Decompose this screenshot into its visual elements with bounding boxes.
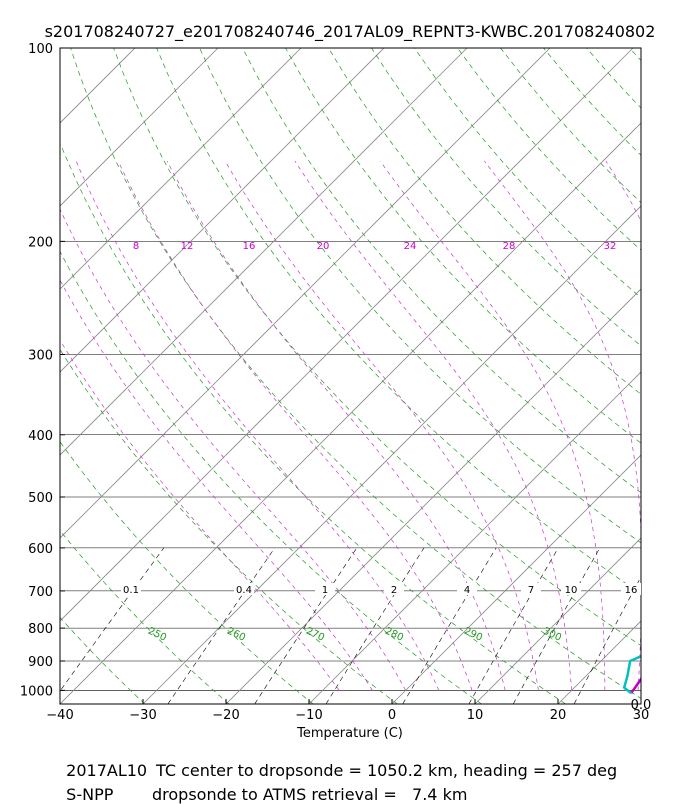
mixing-ratio-label: 1: [322, 585, 328, 596]
moist-adiabat-label: 8: [133, 241, 139, 252]
satellite-name: S-NPP: [66, 785, 113, 804]
retrieval-text: dropsonde to ATMS retrieval = 7.4 km: [152, 785, 467, 804]
y-tick-label: 800: [28, 622, 53, 637]
moist-adiabat-label: 32: [604, 241, 617, 252]
isotherm-line: [475, 48, 700, 704]
chart-title: s201708240727_e201708240746_2017AL09_REP…: [45, 22, 656, 42]
y-tick-label: 600: [28, 542, 53, 557]
y-tick-label: 400: [28, 429, 53, 444]
isotherm-line: [0, 48, 135, 704]
dry-adiabat-line: [372, 48, 700, 704]
x-tick-label: −30: [129, 708, 156, 723]
moist-adiabat-label: 24: [404, 241, 417, 252]
moist-adiabat-label: 20: [317, 241, 330, 252]
isotherm-line: [60, 48, 700, 704]
dry-adiabat-line: [71, 48, 650, 704]
dry-adiabat-line: [200, 48, 700, 704]
y-tick-label: 1000: [20, 684, 53, 699]
y-tick-label: 200: [28, 235, 53, 250]
dry-adiabat-line: [0, 48, 229, 704]
dry-adiabat-line: [0, 48, 145, 704]
isotherm-line: [0, 48, 52, 704]
dry-adiabat-line: [458, 48, 700, 704]
x-tick-label: −10: [295, 708, 322, 723]
cyan-sounding-line: [624, 161, 700, 693]
mixing-ratio-line: [326, 548, 424, 704]
isotherm-line: [0, 48, 384, 704]
y-tick-label: 900: [28, 655, 53, 670]
isotherm-line: [0, 48, 467, 704]
x-tick-label: 0: [388, 708, 396, 723]
isotherm-line: [558, 48, 700, 704]
isotherm-line: [0, 48, 550, 704]
moist-adiabat-line: [167, 161, 505, 690]
x-tick-label: −40: [46, 708, 73, 723]
dry-adiabat-line: [673, 48, 700, 704]
mixing-ratio-label: 4: [464, 585, 470, 596]
distance-text: TC center to dropsonde = 1050.2 km, head…: [156, 761, 617, 780]
mixing-ratio-line: [255, 548, 357, 704]
dry-adiabat-line: [329, 48, 700, 704]
corner-label: 0.0: [631, 698, 652, 713]
moist-adiabat-label: 28: [503, 241, 516, 252]
blue-sounding-line: [667, 48, 700, 670]
isotherm-line: [143, 48, 700, 704]
x-axis-label: Temperature (C): [296, 726, 403, 741]
x-tick-label: 20: [550, 708, 567, 723]
dry-adiabat-line: [630, 48, 700, 704]
moist-adiabat-line: [118, 161, 472, 690]
x-tick-label: −20: [212, 708, 239, 723]
moist-adiabat-label: 12: [181, 241, 194, 252]
mixing-ratio-label: 0.4: [236, 585, 252, 596]
isotherm-line: [226, 48, 700, 704]
moist-adiabat-label: 16: [243, 241, 256, 252]
mixing-ratio-label: 0.1: [123, 585, 139, 596]
dry-adiabat-line: [587, 48, 700, 704]
y-tick-label: 500: [28, 491, 53, 506]
dry-adiabat-line: [286, 48, 700, 704]
dry-adiabat-line: [0, 48, 61, 704]
mixing-ratio-label: 16: [625, 585, 638, 596]
moist-adiabat-line: [295, 161, 572, 690]
mixing-ratio-label: 2: [391, 585, 397, 596]
dry-adiabat-line: [0, 48, 481, 704]
mixing-ratio-line: [513, 548, 600, 704]
x-tick-label: 10: [467, 708, 484, 723]
dry-adiabat-line: [501, 48, 700, 704]
dry-adiabat-line: [415, 48, 700, 704]
isotherm-line: [641, 48, 700, 704]
dry-adiabat-line: [28, 48, 566, 704]
isotherm-line: [0, 48, 633, 704]
y-tick-label: 100: [28, 42, 53, 57]
y-tick-label: 700: [28, 585, 53, 600]
y-tick-label: 300: [28, 348, 53, 363]
mixing-ratio-label: 10: [565, 585, 578, 596]
mixing-ratio-line: [574, 548, 657, 704]
mixing-ratio-label: 7: [528, 585, 534, 596]
